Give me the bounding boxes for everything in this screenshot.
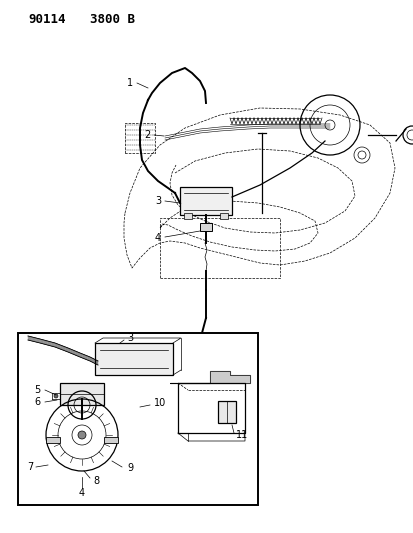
Bar	[95, 343, 173, 375]
Text: 2: 2	[144, 130, 150, 140]
Bar	[60, 383, 104, 405]
Text: 90114: 90114	[28, 13, 65, 26]
Circle shape	[54, 394, 58, 398]
Text: 4: 4	[79, 488, 85, 498]
Bar	[46, 437, 60, 443]
Bar	[180, 187, 231, 215]
Text: 3800 B: 3800 B	[90, 13, 135, 26]
Text: 3: 3	[154, 196, 161, 206]
Bar	[18, 333, 257, 505]
Text: 11: 11	[235, 430, 247, 440]
Polygon shape	[170, 371, 249, 383]
Text: 8: 8	[93, 476, 99, 486]
Bar	[183, 213, 192, 219]
Text: 3: 3	[127, 333, 133, 343]
Circle shape	[78, 431, 86, 439]
Text: 10: 10	[154, 398, 166, 408]
Text: 9: 9	[127, 463, 133, 473]
Text: 4: 4	[154, 233, 161, 243]
Text: 7: 7	[27, 462, 33, 472]
Bar	[159, 218, 279, 278]
Text: 5: 5	[34, 385, 40, 395]
Text: 6: 6	[34, 397, 40, 407]
Bar	[219, 213, 228, 219]
Bar	[218, 401, 235, 423]
Bar	[199, 223, 211, 231]
Bar	[104, 437, 118, 443]
Text: 1: 1	[127, 78, 133, 88]
